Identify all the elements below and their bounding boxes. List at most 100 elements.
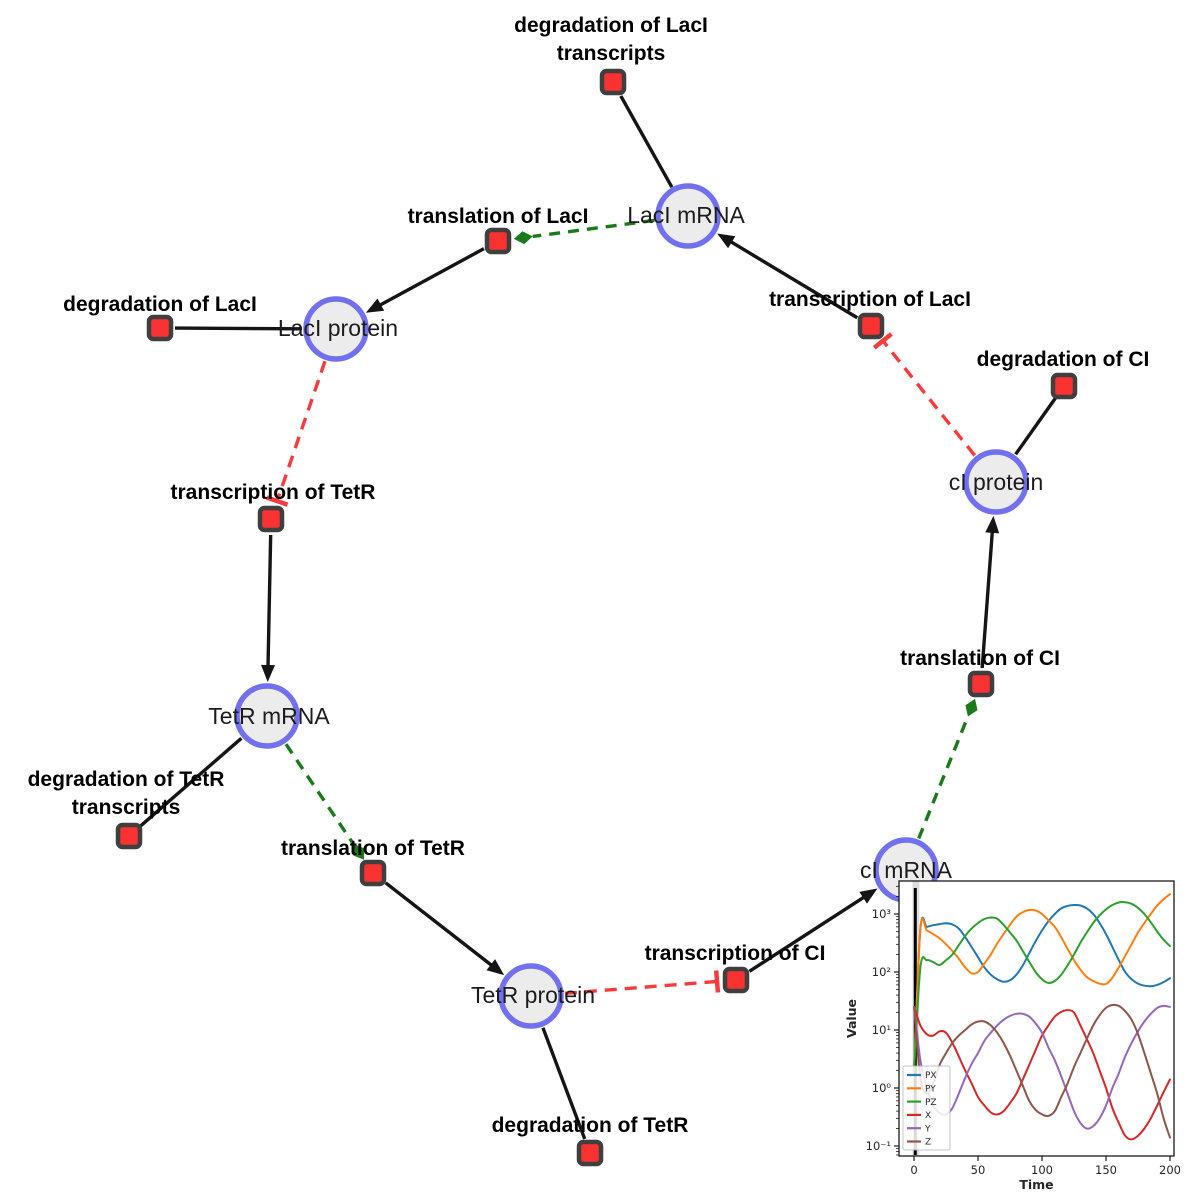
x-tick-label: 50 xyxy=(971,1163,986,1177)
edge-tetr-mrna-to-deg-tetr-tx[interactable] xyxy=(139,737,243,828)
species-label-ci-mrna: cI mRNA xyxy=(860,857,953,883)
y-tick-label: 10² xyxy=(872,965,891,979)
inhibit-tee-icon xyxy=(713,970,721,993)
edge-line xyxy=(139,737,243,828)
species-label-laci-prot: LacI protein xyxy=(278,315,398,341)
reaction-node-deg-tetr-tx[interactable] xyxy=(115,822,143,850)
reaction-node-deg-laci-tx[interactable] xyxy=(599,68,627,96)
x-axis-label: Time xyxy=(1019,1177,1053,1192)
edge-line xyxy=(728,239,859,320)
y-tick-label: 10⁻¹ xyxy=(866,1139,891,1153)
arrowhead-icon xyxy=(717,233,736,249)
edge-line xyxy=(532,218,655,239)
legend-label-pz: PZ xyxy=(925,1098,937,1108)
reaction-node-tl-laci[interactable] xyxy=(484,227,512,255)
reaction-label-tl-tetr: translation of TetR xyxy=(281,837,465,860)
edge-line xyxy=(284,743,355,845)
reaction-label-deg-laci: degradation of LacI xyxy=(63,293,257,316)
arrowhead-icon xyxy=(261,664,276,683)
edge-line xyxy=(748,894,867,973)
species-node-tetr-mrna[interactable] xyxy=(234,683,300,749)
edge-line xyxy=(266,534,273,669)
legend-label-z: Z xyxy=(925,1138,931,1148)
arrowhead-icon xyxy=(985,515,1000,534)
reaction-label-tc-laci: transcription of LacI xyxy=(769,288,971,311)
reaction-node-deg-laci[interactable] xyxy=(146,314,174,342)
reaction-node-tl-ci[interactable] xyxy=(967,670,995,698)
timeseries-plot: 0 50 100 150 20010³10²10¹10⁰10⁻¹TimeValuePXP… xyxy=(844,880,1181,1192)
edge-ci-prot-to-deg-ci[interactable] xyxy=(1014,397,1057,456)
reaction-label-tc-tetr: transcription of TetR xyxy=(171,481,376,504)
reaction-label-deg-ci: degradation of CI xyxy=(977,348,1150,371)
edge-deg-laci-tx-to-laci-mrna[interactable] xyxy=(619,95,674,189)
edge-line xyxy=(881,339,977,457)
edge-tetr-prot-to-tc-ci[interactable] xyxy=(564,970,721,996)
plot-area xyxy=(912,881,1171,1156)
edge-laci-mrna-to-tl-laci[interactable] xyxy=(513,218,655,245)
reaction-node-tc-laci[interactable] xyxy=(857,312,885,340)
activate-diamond-icon xyxy=(513,231,533,245)
edge-line xyxy=(174,326,303,331)
species-node-ci-prot[interactable] xyxy=(963,449,1029,515)
reaction-label-deg-tetr-tx: transcripts xyxy=(72,796,181,819)
edge-tc-tetr-to-tetr-mrna[interactable] xyxy=(261,534,276,683)
edge-tetr-prot-to-deg-tetr[interactable] xyxy=(541,1027,587,1140)
edge-line xyxy=(564,979,718,996)
edge-tc-laci-to-laci-mrna[interactable] xyxy=(717,233,859,320)
series-line-pz xyxy=(913,901,1171,1072)
reaction-node-tl-tetr[interactable] xyxy=(359,859,387,887)
inhibit-tee-icon xyxy=(266,495,289,507)
edge-line xyxy=(384,881,495,968)
reaction-node-deg-tetr[interactable] xyxy=(576,1139,604,1167)
edge-laci-prot-to-tc-tetr[interactable] xyxy=(266,360,327,507)
arrowhead-icon xyxy=(486,959,505,976)
y-tick-label: 10³ xyxy=(872,907,892,921)
species-node-laci-prot[interactable] xyxy=(303,296,369,362)
species-node-laci-mrna[interactable] xyxy=(655,183,721,249)
edge-tl-tetr-to-tetr-prot[interactable] xyxy=(384,881,505,976)
legend-label-py: PY xyxy=(925,1085,936,1095)
reaction-node-tc-tetr[interactable] xyxy=(257,505,285,533)
y-tick-label: 10⁰ xyxy=(872,1081,892,1095)
species-label-ci-prot: cI protein xyxy=(949,469,1044,495)
reaction-node-tc-ci[interactable] xyxy=(722,966,750,994)
edge-line xyxy=(980,529,995,669)
edge-ci-prot-to-tc-laci[interactable] xyxy=(872,332,977,457)
series-line-px xyxy=(913,903,1171,1072)
reaction-label-tl-ci: translation of CI xyxy=(900,647,1060,670)
activate-diamond-icon xyxy=(353,843,365,860)
edge-tl-laci-to-laci-prot[interactable] xyxy=(365,247,485,313)
reaction-node-deg-ci[interactable] xyxy=(1050,372,1078,400)
edge-line xyxy=(275,360,327,502)
legend-label-x: X xyxy=(925,1111,931,1121)
inhibit-tee-icon xyxy=(872,332,893,350)
edge-tc-ci-to-ci-mrna[interactable] xyxy=(748,888,878,973)
x-tick-label: 100 xyxy=(1031,1163,1053,1177)
arrowhead-icon xyxy=(859,888,878,904)
edge-tl-ci-to-ci-prot[interactable] xyxy=(980,515,1000,669)
species-label-tetr-prot: TetR protein xyxy=(471,982,595,1008)
edges-layer xyxy=(139,95,1057,1140)
legend-label-px: PX xyxy=(925,1071,937,1081)
reaction-label-deg-tetr: degradation of TetR xyxy=(492,1114,689,1137)
reaction-label-tl-laci: translation of LacI xyxy=(408,205,589,228)
x-tick-label: 0 xyxy=(910,1163,917,1177)
series-line-y xyxy=(913,1004,1171,1130)
edge-ci-mrna-to-tl-ci[interactable] xyxy=(917,698,978,840)
legend: PX PY PZ XYZ xyxy=(902,1065,951,1151)
edge-laci-prot-to-deg-laci[interactable] xyxy=(174,326,303,331)
species-label-tetr-mrna: TetR mRNA xyxy=(208,703,330,729)
edge-tetr-mrna-to-tl-tetr[interactable] xyxy=(284,743,365,860)
species-label-laci-mrna: LacI mRNA xyxy=(627,202,745,228)
edge-line xyxy=(541,1027,587,1140)
edge-line xyxy=(1014,397,1057,456)
y-axis-label: Value xyxy=(844,999,859,1038)
arrowhead-icon xyxy=(365,298,385,313)
reaction-label-deg-laci-tx: degradation of LacI xyxy=(514,14,708,37)
axes-frame xyxy=(898,880,1175,1157)
series-line-z xyxy=(913,1003,1171,1139)
species-node-tetr-prot[interactable] xyxy=(498,963,564,1029)
y-tick-label: 10¹ xyxy=(872,1023,891,1037)
